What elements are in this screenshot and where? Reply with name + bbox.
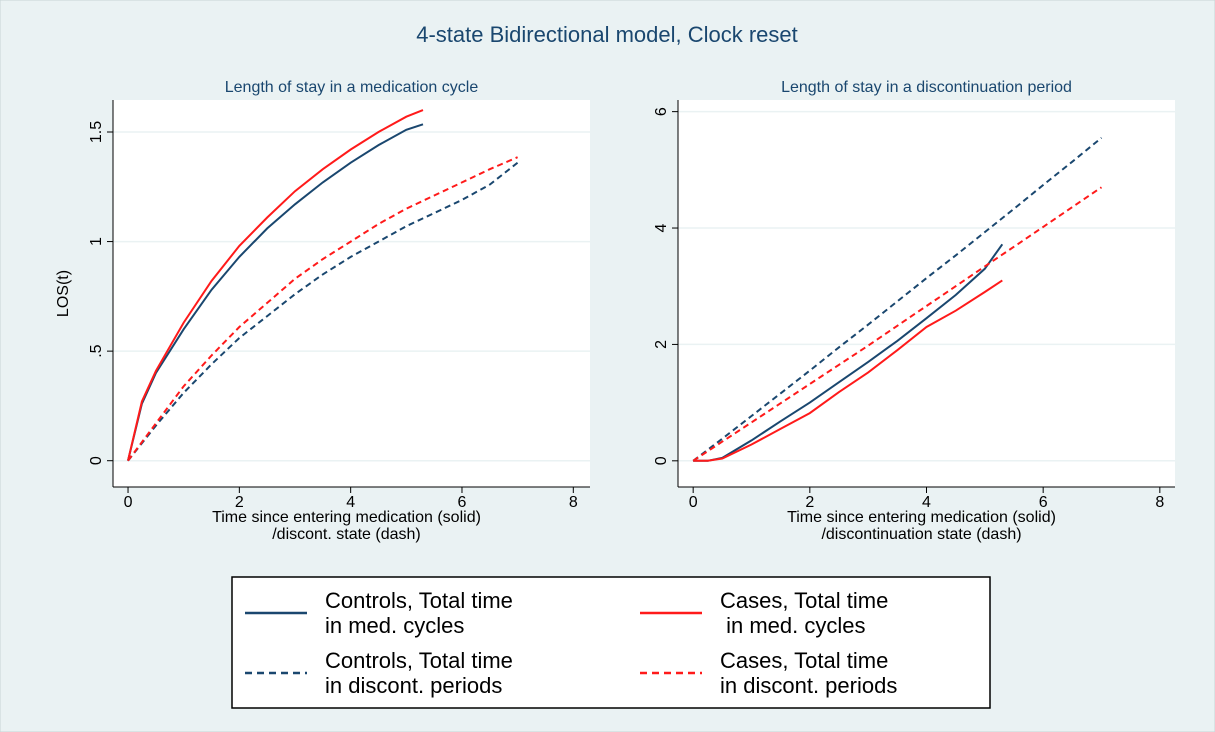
series-line bbox=[693, 279, 1003, 462]
legend-label: Cases, Total time in discont. periods bbox=[720, 648, 898, 698]
x-tick-label: 0 bbox=[124, 494, 133, 511]
legend-box bbox=[231, 576, 991, 709]
y-tick-label: .5 bbox=[88, 344, 105, 357]
x-tick-label: 8 bbox=[1155, 494, 1164, 511]
legend-label: Controls, Total time in discont. periods bbox=[325, 648, 513, 698]
x-tick-label: 4 bbox=[922, 494, 931, 511]
series-line bbox=[692, 137, 1103, 462]
x-axis-label: Time since entering medication (solid) bbox=[212, 509, 481, 526]
x-tick-label: 4 bbox=[346, 494, 355, 511]
plot-area bbox=[678, 100, 1175, 487]
y-tick-label: 1 bbox=[88, 237, 105, 246]
x-axis-label: /discontinuation state (dash) bbox=[821, 526, 1021, 543]
y-tick-label: 4 bbox=[653, 223, 670, 232]
y-tick-label: 0 bbox=[88, 456, 105, 465]
figure-title: 4-state Bidirectional model, Clock reset bbox=[416, 22, 798, 47]
y-tick-label: 6 bbox=[653, 107, 670, 116]
x-tick-label: 6 bbox=[1039, 494, 1048, 511]
y-tick-label: 2 bbox=[653, 340, 670, 349]
series-line bbox=[127, 161, 519, 462]
y-tick-label: 0 bbox=[653, 456, 670, 465]
series-line bbox=[127, 109, 424, 461]
subplot-title: Length of stay in a discontinuation peri… bbox=[781, 79, 1072, 96]
series-line bbox=[692, 186, 1103, 462]
x-axis-label: /discont. state (dash) bbox=[272, 526, 421, 543]
x-tick-label: 8 bbox=[569, 494, 578, 511]
x-tick-label: 0 bbox=[689, 494, 698, 511]
x-tick-label: 2 bbox=[805, 494, 814, 511]
plot-area bbox=[113, 100, 590, 487]
series-line bbox=[127, 156, 518, 462]
x-axis-label: Time since entering medication (solid) bbox=[787, 509, 1056, 526]
x-tick-label: 2 bbox=[235, 494, 244, 511]
x-tick-label: 6 bbox=[458, 494, 467, 511]
y-tick-label: 1.5 bbox=[88, 121, 105, 143]
legend-label: Controls, Total time in med. cycles bbox=[325, 588, 513, 638]
legend-label: Cases, Total time in med. cycles bbox=[720, 588, 889, 638]
y-axis-label: LOS(t) bbox=[55, 270, 72, 317]
subplot-title: Length of stay in a medication cycle bbox=[225, 79, 479, 96]
